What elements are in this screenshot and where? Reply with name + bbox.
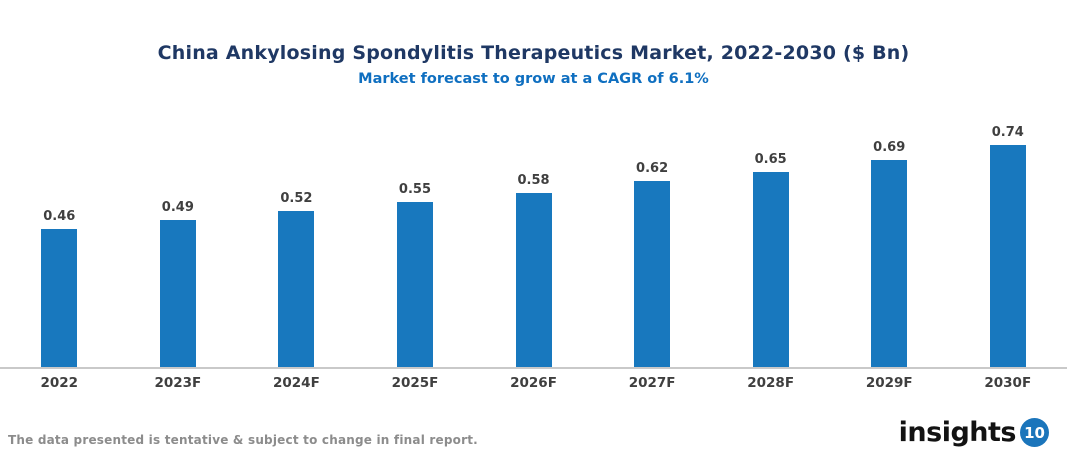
bar xyxy=(515,193,552,367)
x-axis-label: 2025F xyxy=(391,375,439,391)
bar-column: 0.69 xyxy=(830,140,949,367)
bar-value-label: 0.62 xyxy=(636,161,669,176)
bar xyxy=(396,202,433,367)
x-axis-label: 2026F xyxy=(510,375,557,391)
bar-chart: 0.46 0.49 0.52 0.55 0.58 0.62 0.65 0.69 0.74 202… xyxy=(0,97,1067,391)
x-axis-label: 2022 xyxy=(40,375,79,391)
bar-value-label: 0.52 xyxy=(280,191,313,206)
bar xyxy=(752,172,789,367)
bar-column: 0.46 xyxy=(0,209,119,367)
bar-column: 0.74 xyxy=(949,125,1067,367)
logo-badge-icon: 10 xyxy=(1020,418,1049,447)
bar-column: 0.58 xyxy=(474,173,593,367)
chart-title: China Ankylosing Spondylitis Therapeutic… xyxy=(157,42,910,64)
disclaimer-note: The data presented is tentative & subjec… xyxy=(8,433,478,447)
bar xyxy=(159,220,196,367)
bar xyxy=(278,211,315,367)
bar xyxy=(41,229,78,367)
bar-value-label: 0.58 xyxy=(517,173,550,188)
bar-column: 0.49 xyxy=(119,200,238,367)
insights10-logo: insights 10 xyxy=(899,417,1049,448)
bar xyxy=(989,145,1026,367)
bar-value-label: 0.74 xyxy=(991,125,1024,140)
logo-text: insights xyxy=(898,417,1017,448)
bar-value-label: 0.69 xyxy=(873,140,906,155)
bar-column: 0.62 xyxy=(593,161,712,367)
chart-header: China Ankylosing Spondylitis Therapeutic… xyxy=(0,0,1067,87)
x-axis: 2022 2023F 2024F 2025F 2026F 2027F 2028F 2029F 2… xyxy=(0,369,1067,391)
bar-column: 0.52 xyxy=(237,191,356,367)
bar-column: 0.55 xyxy=(356,182,475,367)
x-axis-label: 2023F xyxy=(154,375,202,391)
x-axis-label: 2027F xyxy=(628,375,676,391)
bar xyxy=(871,160,908,367)
bar-value-label: 0.55 xyxy=(398,182,431,197)
bar-value-label: 0.65 xyxy=(754,152,787,167)
x-axis-label: 2029F xyxy=(865,375,913,391)
x-axis-label: 2030F xyxy=(984,375,1032,391)
chart-subtitle: Market forecast to grow at a CAGR of 6.1… xyxy=(358,71,709,87)
plot-area: 0.46 0.49 0.52 0.55 0.58 0.62 0.65 0.69 0.74 xyxy=(0,97,1067,369)
bar-column: 0.65 xyxy=(711,152,830,367)
bar-value-label: 0.46 xyxy=(43,209,76,224)
bar xyxy=(634,181,671,367)
x-axis-label: 2024F xyxy=(273,375,320,391)
bar-value-label: 0.49 xyxy=(161,200,194,215)
x-axis-label: 2028F xyxy=(747,375,795,391)
